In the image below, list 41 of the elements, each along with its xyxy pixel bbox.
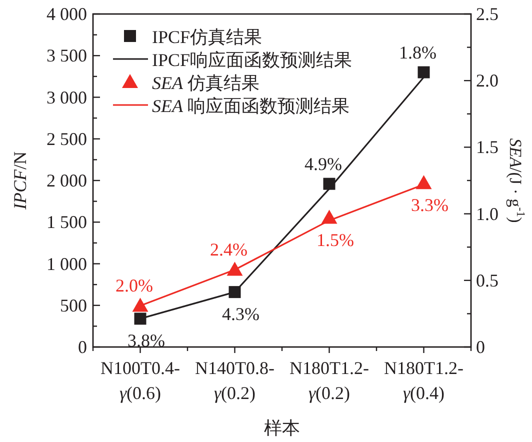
annotation: 2.0% bbox=[116, 276, 153, 296]
y-tick-label: 2 000 bbox=[46, 170, 87, 190]
y-tick-label: 3 500 bbox=[46, 46, 87, 66]
y2-tick-label: 1.5 bbox=[476, 137, 498, 158]
x-tick-label: N140T0.8-γ(0.2) bbox=[195, 358, 274, 403]
x-tick-label: N100T0.4-γ(0.6) bbox=[100, 358, 180, 403]
point bbox=[134, 312, 146, 325]
point bbox=[228, 286, 241, 298]
annotation: 3.8% bbox=[128, 330, 165, 351]
point bbox=[226, 262, 243, 276]
x-tick-label: N180T1.2-γ(0.4) bbox=[384, 358, 464, 403]
y-tick-label: 2 500 bbox=[46, 128, 87, 149]
legend-label: IPCF仿真结果 bbox=[152, 27, 262, 47]
annotation: 4.3% bbox=[222, 304, 260, 324]
point bbox=[132, 298, 148, 312]
annotation: 3.3% bbox=[411, 195, 448, 216]
y-tick-label: 500 bbox=[60, 295, 87, 316]
y-tick-label: 0 bbox=[78, 337, 87, 357]
x-tick-label: N180T1.2-γ(0.2) bbox=[290, 358, 369, 403]
y2-tick-label: 2.5 bbox=[476, 4, 498, 24]
annotation: 2.4% bbox=[210, 240, 248, 260]
y-axis-title: IPCF/N bbox=[10, 152, 30, 210]
y-tick-label: 1 500 bbox=[46, 212, 87, 232]
y-tick-label: 4 000 bbox=[46, 4, 87, 24]
point bbox=[416, 175, 432, 190]
legend-label: SEA 仿真结果 bbox=[152, 73, 260, 93]
point bbox=[323, 178, 336, 190]
y2-tick-label: 0 bbox=[476, 337, 485, 357]
y2-tick-label: 0.5 bbox=[476, 270, 498, 290]
annotation: 1.8% bbox=[399, 42, 436, 62]
y-tick-label: 3 000 bbox=[46, 87, 87, 108]
y2-tick-label: 1.0 bbox=[476, 204, 498, 224]
legend-label: IPCF响应面函数预测结果 bbox=[152, 50, 352, 70]
y-tick-label: 1 000 bbox=[46, 254, 87, 274]
y2-tick-label: 2.0 bbox=[476, 70, 498, 91]
x-axis-title: 样本 bbox=[264, 418, 300, 438]
point bbox=[418, 66, 430, 78]
annotation: 4.9% bbox=[304, 154, 342, 174]
annotation: 1.5% bbox=[316, 230, 354, 250]
point bbox=[321, 210, 338, 224]
legend-label: SEA 响应面函数预测结果 bbox=[152, 96, 350, 116]
